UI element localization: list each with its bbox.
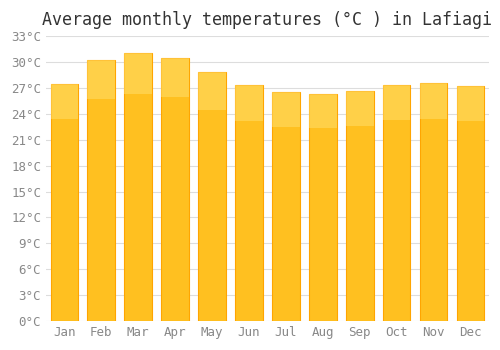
Bar bbox=[383, 85, 410, 321]
Bar bbox=[124, 54, 152, 321]
Bar bbox=[235, 85, 263, 321]
Bar bbox=[346, 91, 374, 126]
Title: Average monthly temperatures (°C ) in Lafiagi: Average monthly temperatures (°C ) in La… bbox=[42, 11, 492, 29]
Bar bbox=[420, 83, 448, 119]
Bar bbox=[88, 61, 115, 99]
Bar bbox=[88, 61, 115, 321]
Bar bbox=[50, 84, 78, 321]
Bar bbox=[346, 91, 374, 321]
Bar bbox=[272, 92, 299, 321]
Bar bbox=[272, 92, 299, 127]
Bar bbox=[309, 94, 336, 128]
Bar bbox=[383, 85, 410, 120]
Bar bbox=[235, 85, 263, 121]
Bar bbox=[162, 58, 189, 321]
Bar bbox=[124, 54, 152, 93]
Bar bbox=[198, 72, 226, 321]
Bar bbox=[198, 72, 226, 110]
Bar bbox=[420, 83, 448, 321]
Bar bbox=[456, 86, 484, 321]
Bar bbox=[50, 84, 78, 119]
Bar bbox=[162, 58, 189, 97]
Bar bbox=[456, 86, 484, 121]
Bar bbox=[309, 94, 336, 321]
